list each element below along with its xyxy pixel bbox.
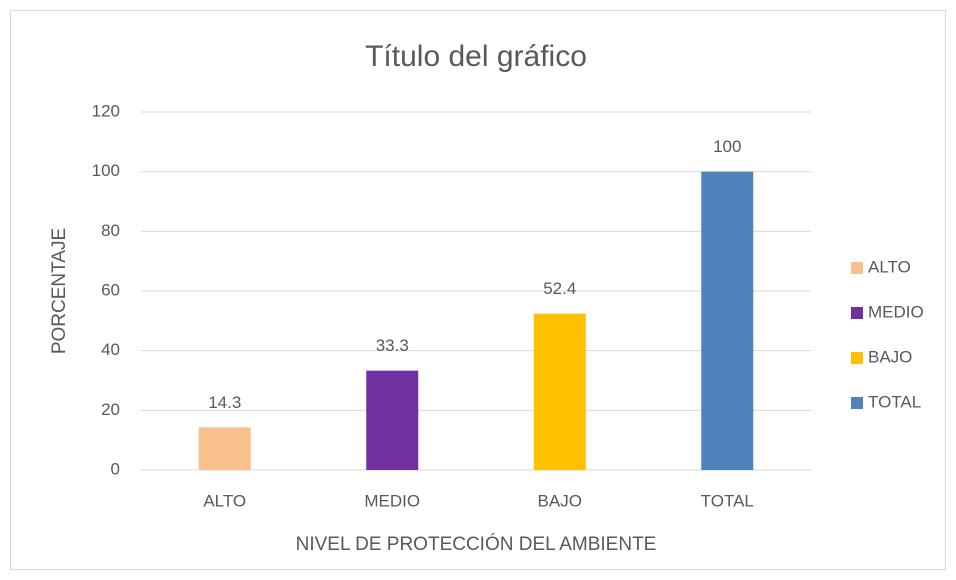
y-tick-label: 40	[101, 340, 120, 359]
data-label: 52.4	[543, 279, 576, 298]
legend-swatch	[851, 262, 863, 274]
legend-label: BAJO	[868, 347, 912, 366]
x-tick-label: TOTAL	[701, 491, 754, 510]
y-tick-label: 20	[101, 400, 120, 419]
y-tick-label: 100	[92, 161, 120, 180]
legend-swatch	[851, 397, 863, 409]
chart-border	[10, 10, 946, 570]
y-tick-label: 80	[101, 221, 120, 240]
bar	[701, 171, 754, 470]
legend-swatch	[851, 352, 863, 364]
legend-label: MEDIO	[868, 302, 924, 321]
bar	[533, 313, 586, 470]
legend-label: TOTAL	[868, 392, 921, 411]
chart-title: Título del gráfico	[365, 40, 587, 73]
y-axis-label: PORCENTAJE	[49, 228, 70, 354]
bar	[198, 427, 251, 470]
y-tick-label: 0	[111, 459, 120, 478]
y-tick-label: 120	[92, 101, 120, 120]
x-tick-label: ALTO	[203, 491, 246, 510]
bar	[366, 370, 419, 470]
x-tick-label: BAJO	[538, 491, 582, 510]
data-label: 33.3	[376, 336, 409, 355]
data-label: 14.3	[208, 393, 241, 412]
data-label: 100	[713, 137, 741, 156]
legend-label: ALTO	[868, 257, 911, 276]
legend-swatch	[851, 307, 863, 319]
x-tick-label: MEDIO	[364, 491, 420, 510]
y-tick-label: 60	[101, 280, 120, 299]
x-axis-label: NIVEL DE PROTECCIÓN DEL AMBIENTE	[296, 533, 657, 555]
